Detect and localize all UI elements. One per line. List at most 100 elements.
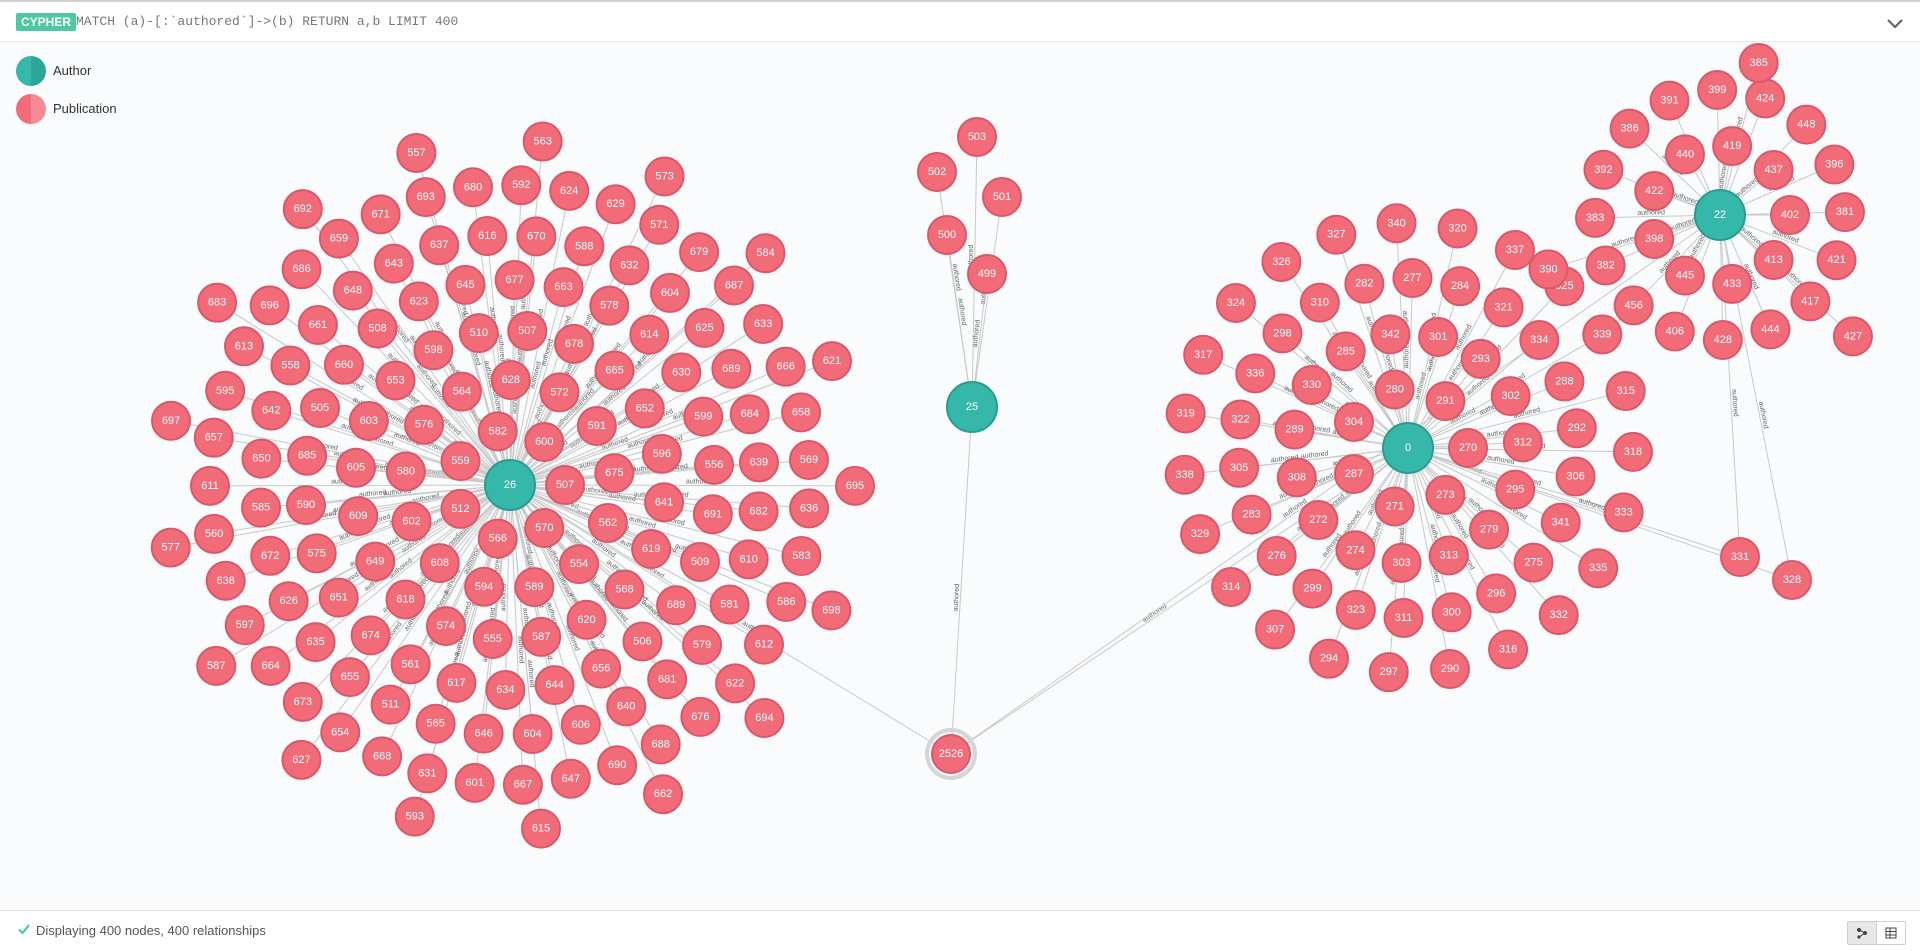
publication-node[interactable]: 340 xyxy=(1376,203,1417,244)
publication-node[interactable]: 270 xyxy=(1448,428,1488,468)
publication-node[interactable]: 578 xyxy=(589,285,630,326)
publication-node[interactable]: 693 xyxy=(405,177,446,218)
publication-node[interactable]: 697 xyxy=(151,400,192,441)
publication-node[interactable]: 605 xyxy=(335,447,376,488)
publication-node[interactable]: 682 xyxy=(738,491,779,532)
publication-node[interactable]: 385 xyxy=(1738,43,1779,83)
publication-node[interactable]: 657 xyxy=(193,417,234,458)
publication-node[interactable]: 651 xyxy=(318,577,359,618)
publication-node[interactable]: 594 xyxy=(464,566,505,607)
publication-node[interactable]: 272 xyxy=(1298,500,1339,541)
publication-node[interactable]: 330 xyxy=(1291,365,1332,406)
publication-node[interactable]: 382 xyxy=(1585,245,1626,286)
publication-node[interactable]: 661 xyxy=(297,304,338,345)
author-node[interactable]: 0 xyxy=(1382,422,1434,474)
publication-node[interactable]: 445 xyxy=(1665,255,1705,296)
publication-node[interactable]: 562 xyxy=(587,502,628,543)
publication-node[interactable]: 671 xyxy=(360,194,401,235)
publication-node[interactable]: 273 xyxy=(1425,474,1466,515)
publication-node[interactable]: 595 xyxy=(205,370,246,411)
publication-node[interactable]: 320 xyxy=(1437,208,1478,249)
publication-node[interactable]: 569 xyxy=(788,440,829,481)
publication-node[interactable]: 597 xyxy=(224,605,265,646)
publication-node[interactable]: 291 xyxy=(1425,381,1466,422)
publication-node[interactable]: 624 xyxy=(549,170,590,211)
publication-node[interactable]: 626 xyxy=(268,581,309,622)
publication-node[interactable]: 419 xyxy=(1712,126,1753,167)
publication-node[interactable]: 679 xyxy=(679,232,720,273)
publication-node[interactable]: 575 xyxy=(296,533,337,574)
publication-node[interactable]: 675 xyxy=(594,453,635,494)
publication-node[interactable]: 288 xyxy=(1544,361,1585,402)
publication-node[interactable]: 663 xyxy=(543,267,584,308)
publication-node[interactable]: 571 xyxy=(639,204,680,245)
publication-node[interactable]: 601 xyxy=(454,762,495,803)
publication-node[interactable]: 324 xyxy=(1215,283,1256,324)
publication-node[interactable]: 655 xyxy=(329,657,370,698)
publication-node[interactable]: 580 xyxy=(385,451,426,492)
publication-node[interactable]: 437 xyxy=(1753,150,1794,191)
publication-node[interactable]: 683 xyxy=(197,282,238,323)
publication-node[interactable]: 282 xyxy=(1344,263,1385,304)
publication-node[interactable]: 654 xyxy=(320,712,361,753)
publication-node[interactable]: 296 xyxy=(1476,573,1517,614)
publication-node[interactable]: 328 xyxy=(1772,560,1812,600)
publication-node[interactable]: 285 xyxy=(1325,331,1366,372)
publication-node[interactable]: 638 xyxy=(205,560,246,601)
publication-node[interactable]: 604 xyxy=(512,713,553,754)
publication-node[interactable]: 649 xyxy=(355,541,396,582)
publication-node[interactable]: 625 xyxy=(684,307,725,348)
publication-node[interactable]: 337 xyxy=(1494,230,1535,271)
publication-node[interactable]: 329 xyxy=(1180,514,1221,555)
relationship-authored[interactable]: authored xyxy=(1407,427,1577,449)
publication-node[interactable]: 392 xyxy=(1583,149,1624,190)
publication-node[interactable]: 588 xyxy=(564,226,605,267)
publication-node[interactable]: 586 xyxy=(766,581,807,622)
publication-node[interactable]: 634 xyxy=(485,669,526,710)
publication-node[interactable]: 592 xyxy=(501,165,542,206)
publication-node[interactable]: 274 xyxy=(1335,530,1376,571)
publication-node[interactable]: 292 xyxy=(1556,408,1597,449)
publication-node[interactable]: 287 xyxy=(1333,454,1374,495)
publication-node[interactable]: 336 xyxy=(1235,353,1276,394)
publication-node[interactable]: 406 xyxy=(1654,311,1695,352)
publication-node[interactable]: 298 xyxy=(1262,313,1303,354)
publication-node[interactable]: 555 xyxy=(472,619,513,660)
relationship-authored[interactable]: authored xyxy=(1398,447,1409,618)
relationship-authored[interactable]: authored xyxy=(971,196,1003,408)
publication-node[interactable]: 609 xyxy=(338,496,379,537)
publication-node[interactable]: 685 xyxy=(287,435,328,476)
publication-node[interactable]: 615 xyxy=(521,808,562,849)
publication-node[interactable]: 308 xyxy=(1276,457,1317,498)
publication-node[interactable]: 570 xyxy=(524,508,565,549)
publication-node[interactable]: 631 xyxy=(407,753,448,794)
publication-node[interactable]: 505 xyxy=(300,388,341,429)
publication-node[interactable]: 334 xyxy=(1519,320,1560,361)
publication-node[interactable]: 618 xyxy=(385,579,426,620)
publication-node[interactable]: 665 xyxy=(594,350,635,391)
publication-node[interactable]: 680 xyxy=(453,167,494,208)
publication-node[interactable]: 402 xyxy=(1770,195,1810,235)
publication-node[interactable]: 510 xyxy=(458,313,499,354)
publication-node[interactable]: 303 xyxy=(1381,542,1422,583)
author-node[interactable]: 22 xyxy=(1694,189,1746,241)
publication-node[interactable]: 658 xyxy=(781,392,822,433)
publication-node[interactable]: 635 xyxy=(295,622,336,663)
publication-node[interactable]: 581 xyxy=(709,584,750,625)
publication-node[interactable]: 619 xyxy=(631,529,672,570)
publication-node[interactable]: 660 xyxy=(323,344,364,385)
publication-node[interactable]: 312 xyxy=(1502,422,1543,463)
publication-node[interactable]: 565 xyxy=(415,703,456,744)
publication-node[interactable]: 386 xyxy=(1609,108,1650,149)
publication-node[interactable]: 512 xyxy=(440,488,481,529)
publication-node[interactable]: 620 xyxy=(566,599,607,640)
publication-node[interactable]: 396 xyxy=(1814,144,1855,185)
publication-node[interactable]: 323 xyxy=(1335,589,1376,630)
relationship-authored[interactable]: authored xyxy=(946,234,973,408)
publication-node[interactable]: 641 xyxy=(644,482,685,523)
publication-node[interactable]: 335 xyxy=(1578,548,1619,589)
publication-node[interactable]: 690 xyxy=(597,745,638,786)
publication-node[interactable]: 695 xyxy=(834,465,875,506)
publication-node[interactable]: 417 xyxy=(1790,281,1831,322)
author-node[interactable]: 26 xyxy=(484,459,536,511)
